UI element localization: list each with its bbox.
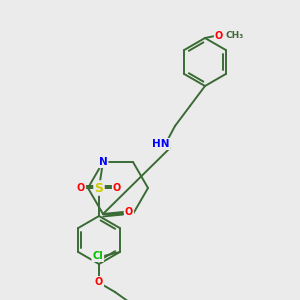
Text: O: O xyxy=(95,277,103,287)
Text: O: O xyxy=(77,183,85,193)
Text: O: O xyxy=(215,31,223,41)
Text: N: N xyxy=(99,157,107,167)
Text: O: O xyxy=(125,207,133,217)
Text: O: O xyxy=(113,183,121,193)
Text: S: S xyxy=(94,182,103,194)
Text: Cl: Cl xyxy=(92,251,103,261)
Text: CH₃: CH₃ xyxy=(226,32,244,40)
Text: HN: HN xyxy=(152,139,170,149)
